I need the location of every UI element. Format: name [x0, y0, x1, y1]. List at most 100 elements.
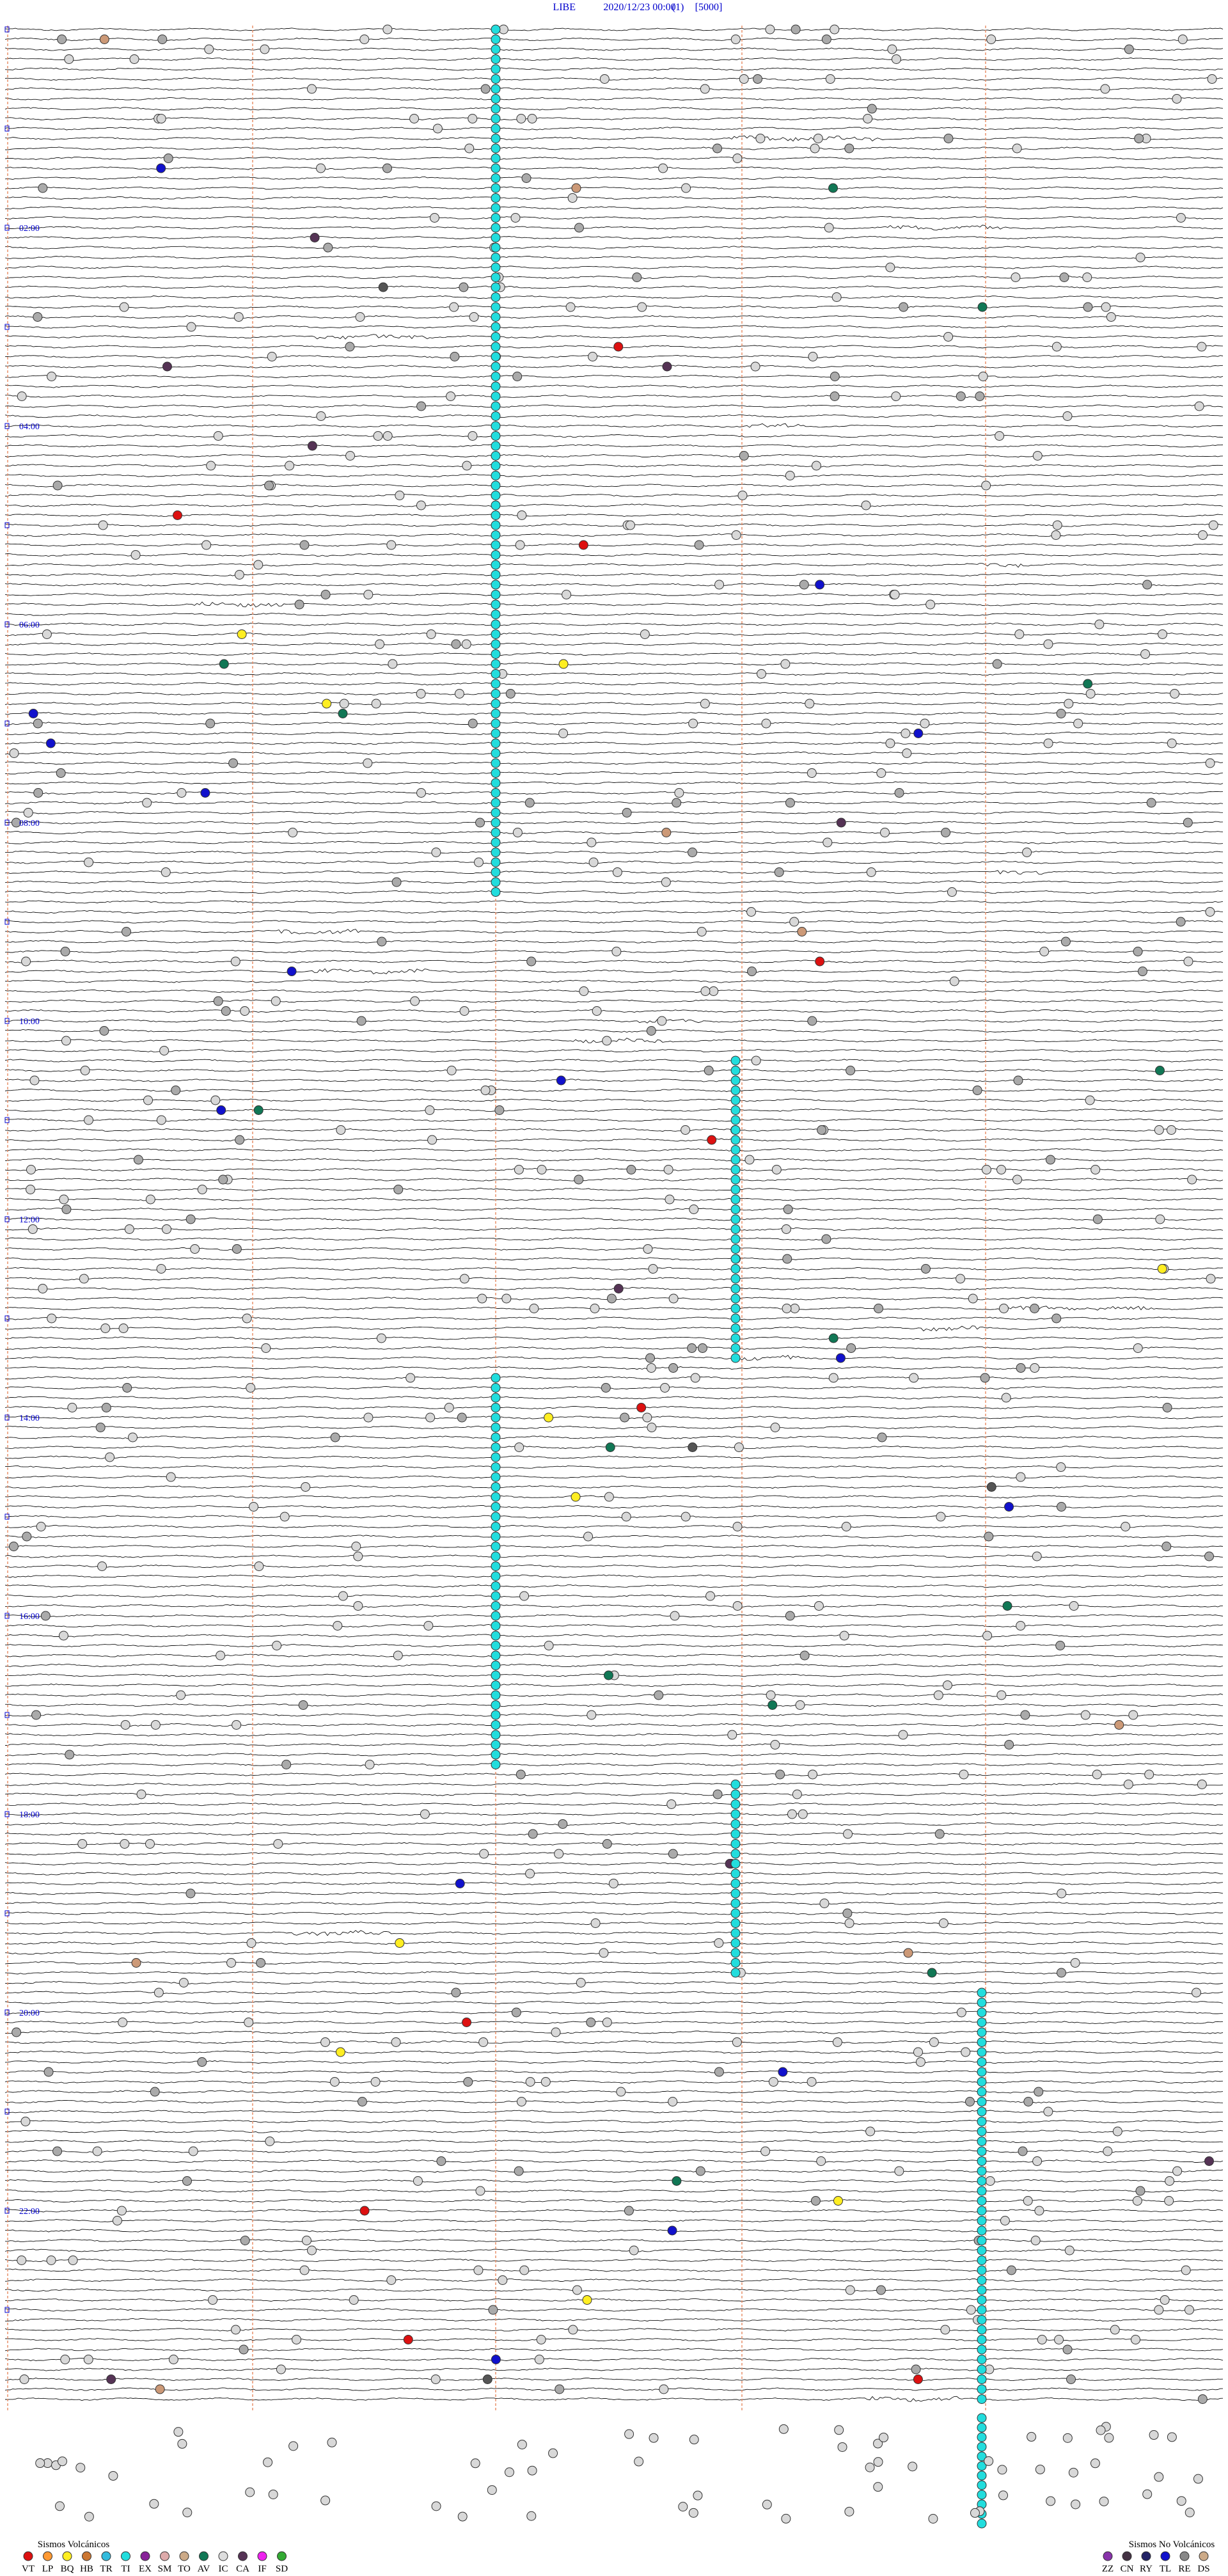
legend-code: RY	[1140, 2564, 1153, 2574]
event	[663, 1165, 673, 1174]
trace	[4, 968, 1224, 975]
event	[491, 1661, 501, 1670]
event	[730, 1859, 741, 1869]
event	[307, 2245, 317, 2256]
event	[658, 163, 668, 173]
event	[491, 1571, 501, 1581]
event	[1207, 74, 1217, 84]
trace	[4, 850, 1224, 855]
event	[731, 530, 741, 540]
event	[349, 2295, 359, 2305]
event	[730, 1849, 741, 1859]
event	[512, 372, 523, 381]
event	[162, 1224, 172, 1234]
event	[395, 1938, 405, 1948]
event	[621, 1512, 631, 1522]
event	[240, 2236, 250, 2245]
event	[491, 1700, 501, 1710]
event	[431, 848, 441, 857]
event	[188, 2146, 198, 2156]
trace	[4, 722, 1224, 725]
trace	[4, 841, 1224, 844]
event	[473, 857, 484, 867]
event	[501, 1293, 512, 1304]
event	[475, 2186, 485, 2196]
legend-code: VT	[22, 2564, 35, 2574]
event	[157, 35, 168, 44]
event	[670, 1611, 680, 1621]
event	[890, 590, 900, 599]
event	[101, 1403, 111, 1412]
event	[514, 1165, 524, 1174]
event	[491, 372, 501, 381]
event	[959, 1769, 969, 1780]
trace	[4, 2387, 1223, 2391]
hour-mark	[4, 1216, 10, 1222]
event	[592, 1006, 602, 1016]
event	[106, 2375, 116, 2384]
event	[977, 2518, 987, 2529]
event	[519, 2265, 530, 2275]
event	[1032, 451, 1043, 461]
event	[662, 361, 672, 372]
event	[933, 1690, 943, 1700]
trace	[4, 156, 1224, 161]
event	[491, 788, 501, 798]
event	[491, 1512, 501, 1522]
trace	[4, 2080, 1224, 2084]
event	[36, 1522, 46, 1531]
event	[879, 2432, 889, 2442]
event	[819, 1899, 830, 1908]
event	[928, 2513, 938, 2524]
event	[178, 1978, 189, 1987]
trace	[4, 1267, 1224, 1271]
hour-mark	[4, 423, 10, 429]
trace	[5, 2040, 1224, 2044]
event	[791, 24, 801, 35]
event	[491, 451, 501, 461]
event	[941, 828, 951, 837]
trace	[4, 1921, 1223, 1925]
event	[23, 808, 33, 818]
event	[519, 1591, 530, 1601]
hour-mark	[4, 2108, 10, 2115]
event	[605, 1442, 615, 1452]
event	[845, 2285, 855, 2295]
event	[977, 2470, 987, 2481]
event	[463, 2077, 473, 2087]
event	[1141, 2551, 1151, 2561]
event	[785, 471, 795, 480]
trace	[4, 1376, 1224, 1380]
event	[876, 768, 886, 778]
event	[517, 510, 527, 520]
event	[92, 2146, 102, 2156]
trace	[4, 246, 1224, 249]
event	[505, 689, 516, 699]
event	[351, 1542, 361, 1551]
event	[943, 332, 954, 342]
trace	[4, 2258, 1224, 2263]
event	[177, 788, 187, 798]
event	[977, 2106, 987, 2117]
event	[730, 1274, 741, 1284]
event	[572, 2285, 582, 2295]
event	[119, 302, 129, 312]
event	[21, 956, 31, 967]
event	[894, 788, 904, 798]
event	[834, 2425, 844, 2435]
event	[599, 1948, 609, 1958]
event	[491, 471, 501, 480]
event	[977, 2461, 987, 2471]
event	[403, 2335, 413, 2344]
event	[1167, 2432, 1177, 2442]
event	[805, 699, 815, 709]
event	[200, 788, 210, 798]
event	[1142, 2489, 1153, 2499]
trace	[4, 493, 1223, 498]
event	[730, 1908, 741, 1918]
event	[1205, 907, 1215, 917]
trace	[4, 2011, 1223, 2014]
event	[288, 2441, 299, 2451]
event	[1070, 1958, 1080, 1968]
event	[395, 491, 405, 500]
